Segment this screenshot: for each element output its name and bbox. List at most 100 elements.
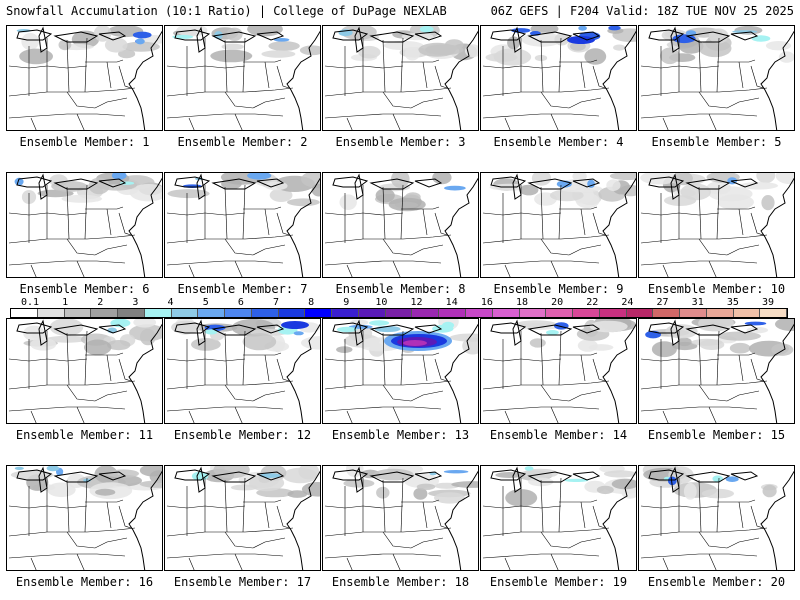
ensemble-member-label: Ensemble Member: 4 (493, 135, 624, 149)
state-boundary (558, 37, 562, 93)
ensemble-member-map (6, 318, 163, 424)
state-boundary (106, 208, 112, 236)
state-boundary (46, 358, 88, 362)
state-boundary (324, 260, 442, 266)
state-boundary (224, 384, 286, 402)
ensemble-member-label: Ensemble Member: 19 (489, 575, 628, 589)
model-run-info: 06Z GEFS | F204 Valid: 18Z TUE NOV 25 20… (490, 4, 794, 18)
state-boundary (8, 65, 48, 69)
state-boundary (717, 499, 756, 503)
snowfall-shading (23, 319, 162, 356)
state-boundary (234, 553, 243, 570)
state-boundary (559, 499, 598, 503)
state-boundary (85, 352, 124, 356)
state-boundary (276, 65, 290, 89)
lake-outline (512, 319, 522, 346)
snowfall-map (8, 466, 162, 570)
state-boundary (76, 553, 85, 570)
ensemble-member-map (638, 172, 795, 278)
state-boundary (243, 352, 282, 356)
colorbar-swatch (706, 309, 734, 317)
lake-outline (98, 471, 127, 481)
state-boundary (520, 358, 562, 362)
state-boundary (106, 61, 112, 89)
colorbar-labels: 0.1 1 2 3 4 5 6 7 8 9 10 12 14 16 18 20 22 24 27 31 35 39 (10, 297, 788, 308)
ensemble-member-map (6, 172, 163, 278)
state-boundary (106, 501, 112, 529)
state-boundary (264, 208, 270, 236)
state-boundary (382, 39, 386, 93)
ensemble-member-label: Ensemble Member: 7 (177, 282, 308, 296)
lake-outline (332, 469, 369, 481)
lake-outline (527, 324, 573, 336)
state-boundary (8, 87, 136, 97)
colorbar-swatch (680, 309, 707, 317)
state-boundary (264, 354, 270, 382)
state-boundary (540, 332, 544, 386)
state-boundary (382, 91, 444, 109)
state-boundary (346, 117, 353, 130)
colorbar-swatch (305, 309, 333, 317)
lake-outline (414, 471, 443, 481)
state-boundary (558, 184, 562, 240)
state-boundary (504, 264, 511, 277)
lake-outline (174, 469, 211, 481)
colorbar-swatch (412, 309, 440, 317)
snowfall-map (482, 319, 636, 423)
state-boundary (708, 553, 717, 570)
map-title: Snowfall Accumulation (10:1 Ratio) | Col… (6, 4, 447, 18)
lake-outline (572, 471, 601, 481)
ensemble-member-label: Ensemble Member: 13 (331, 428, 470, 442)
lake-outline (211, 471, 257, 483)
state-boundary (640, 234, 768, 244)
ensemble-member-label: Ensemble Member: 3 (335, 135, 466, 149)
snowfall-map (8, 319, 162, 423)
snowfall-map (324, 173, 478, 277)
state-boundary (482, 380, 610, 390)
state-boundary (580, 354, 586, 382)
snowfall-map (324, 26, 478, 130)
state-boundary (422, 61, 428, 89)
state-boundary (46, 212, 88, 216)
state-boundary (750, 505, 764, 529)
state-boundary (392, 553, 401, 570)
state-boundary (716, 184, 720, 240)
state-boundary (662, 557, 669, 570)
state-boundary (166, 553, 284, 559)
state-boundary (382, 332, 386, 386)
state-boundary (640, 505, 680, 509)
state-boundary (324, 380, 452, 390)
ensemble-member-map (638, 318, 795, 424)
ensemble-member-map (480, 318, 637, 424)
snowfall-shading (10, 466, 162, 500)
state-boundary (234, 406, 243, 423)
ensemble-member-map (164, 172, 321, 278)
state-boundary (382, 384, 444, 402)
state-boundary (166, 505, 206, 509)
lake-outline (572, 178, 601, 188)
lake-outline (256, 324, 285, 334)
state-boundary (678, 65, 720, 69)
state-boundary (558, 477, 562, 533)
state-boundary (434, 505, 448, 529)
ensemble-member-label: Ensemble Member: 17 (173, 575, 312, 589)
state-boundary (678, 212, 720, 216)
coastline (760, 30, 794, 130)
state-boundary (382, 238, 444, 256)
coastline (444, 470, 478, 570)
colorbar-tick-label: 2 (97, 297, 104, 308)
snowfall-shading (640, 173, 794, 211)
state-boundary (8, 553, 126, 559)
snowfall-map (324, 466, 478, 570)
state-boundary (750, 212, 764, 236)
state-boundary (76, 260, 85, 277)
coastline (286, 470, 320, 570)
state-boundary (550, 260, 559, 277)
coastline (602, 323, 636, 423)
lake-outline (53, 178, 99, 190)
state-boundary (401, 499, 440, 503)
state-boundary (738, 501, 744, 529)
state-boundary (382, 479, 386, 533)
snowfall-map (166, 319, 320, 423)
state-boundary (8, 260, 126, 266)
